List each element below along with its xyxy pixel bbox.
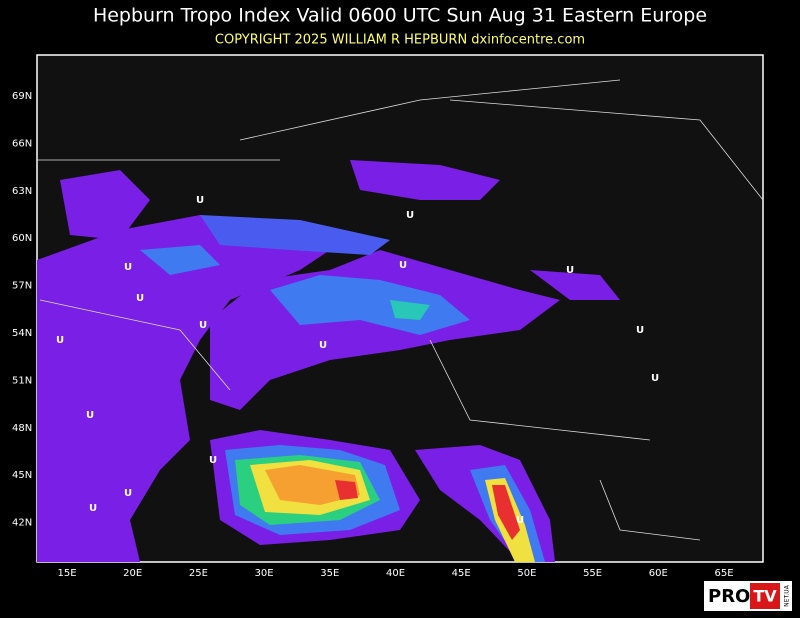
lat-label: 60N [12, 233, 32, 244]
lon-label: 40E [386, 568, 405, 579]
lat-label: 57N [12, 281, 32, 292]
lon-label: 60E [649, 568, 668, 579]
lat-label: 51N [12, 375, 32, 386]
lat-label: 54N [12, 328, 32, 339]
lat-labels: 69N 66N 63N 60N 57N 54N 51N 48N 45N 42N [12, 91, 32, 529]
marker-u: U [86, 410, 94, 421]
marker-u: U [124, 488, 132, 499]
logo-pro: PRO [708, 586, 750, 607]
logo: PRO TV NET.UA [704, 581, 792, 611]
marker-u: U [56, 335, 64, 346]
logo-tv: TV [753, 587, 777, 606]
lon-label: 45E [452, 568, 471, 579]
lon-label: 55E [583, 568, 602, 579]
lon-label: 50E [517, 568, 536, 579]
lat-label: 42N [12, 518, 32, 529]
marker-u: U [319, 340, 327, 351]
marker-u: U [566, 265, 574, 276]
lon-label: 30E [255, 568, 274, 579]
marker-u: U [199, 320, 207, 331]
lon-label: 20E [123, 568, 142, 579]
lon-label: 35E [320, 568, 339, 579]
map: 69N 66N 63N 60N 57N 54N 51N 48N 45N 42N 15E 20E 25E… [12, 54, 764, 579]
marker-u: U [651, 373, 659, 384]
lat-label: 69N [12, 91, 32, 102]
marker-u: U [89, 503, 97, 514]
marker-u: U [399, 260, 407, 271]
logo-site: NET.UA [784, 584, 791, 607]
logo-tv-box [750, 583, 780, 609]
marker-u: U [196, 195, 204, 206]
marker-u: U [124, 262, 132, 273]
markers: U U U U U U U U U U U U U U U U [56, 195, 659, 526]
lat-label: 48N [12, 423, 32, 434]
marker-u: U [636, 325, 644, 336]
lat-label: 66N [12, 138, 32, 149]
marker-u: U [406, 210, 414, 221]
lon-label: 15E [57, 568, 76, 579]
title: Hepburn Tropo Index Valid 0600 UTC Sun A… [93, 5, 707, 27]
lat-label: 45N [12, 470, 32, 481]
lon-label: 65E [714, 568, 733, 579]
lon-labels: 15E 20E 25E 30E 35E 40E 45E 50E 55E 60E 65E [57, 568, 733, 579]
marker-u: U [516, 515, 524, 526]
marker-u: U [209, 455, 217, 466]
copyright: COPYRIGHT 2025 WILLIAM R HEPBURN dxinfoc… [215, 33, 585, 48]
tropo-field [37, 79, 763, 562]
lat-label: 63N [12, 186, 32, 197]
marker-u: U [136, 293, 144, 304]
lon-label: 25E [189, 568, 208, 579]
